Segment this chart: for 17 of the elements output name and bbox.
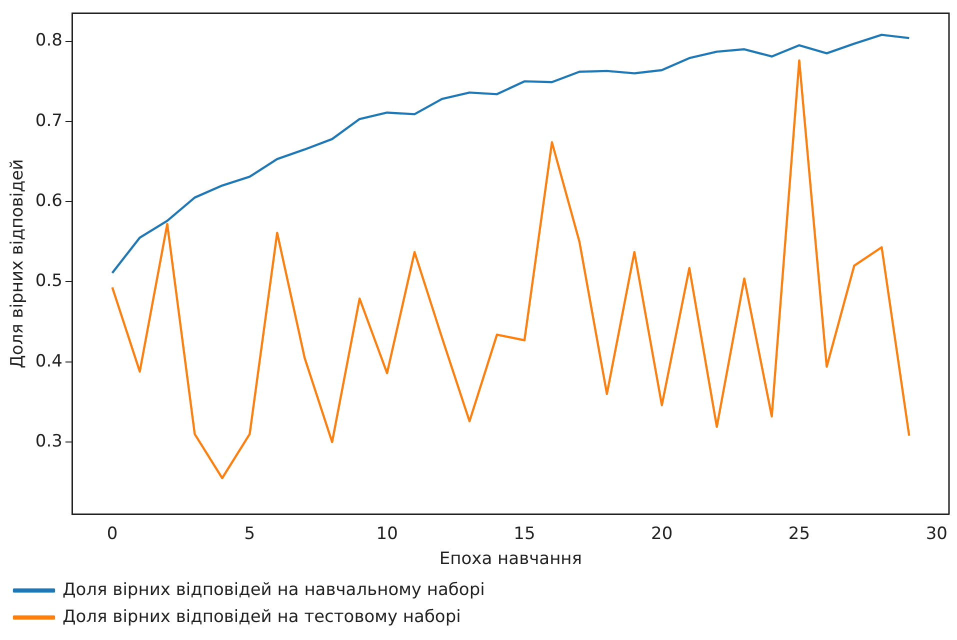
y-tick-label: 0.5	[35, 271, 62, 292]
y-axis-title: Доля вірних відповідей	[8, 159, 28, 368]
x-axis-title: Епоха навчання	[439, 549, 582, 570]
x-tick-label: 5	[244, 524, 256, 544]
y-tick-label: 0.3	[35, 431, 62, 452]
y-tick-label: 0.7	[35, 110, 62, 131]
x-tick-label: 0	[106, 524, 118, 544]
x-tick-label: 25	[788, 524, 810, 544]
legend-label: Доля вірних відповідей на навчальному наборі	[62, 580, 485, 600]
y-tick-label: 0.6	[35, 191, 62, 211]
x-tick-label: 20	[651, 524, 673, 544]
x-tick-label: 15	[514, 524, 536, 544]
x-tick-label: 10	[376, 524, 398, 544]
y-tick-label: 0.4	[35, 351, 62, 372]
legend-label: Доля вірних відповідей на тестовому наборі	[62, 606, 461, 627]
x-tick-label: 30	[926, 524, 948, 544]
y-tick-label: 0.8	[35, 30, 62, 51]
